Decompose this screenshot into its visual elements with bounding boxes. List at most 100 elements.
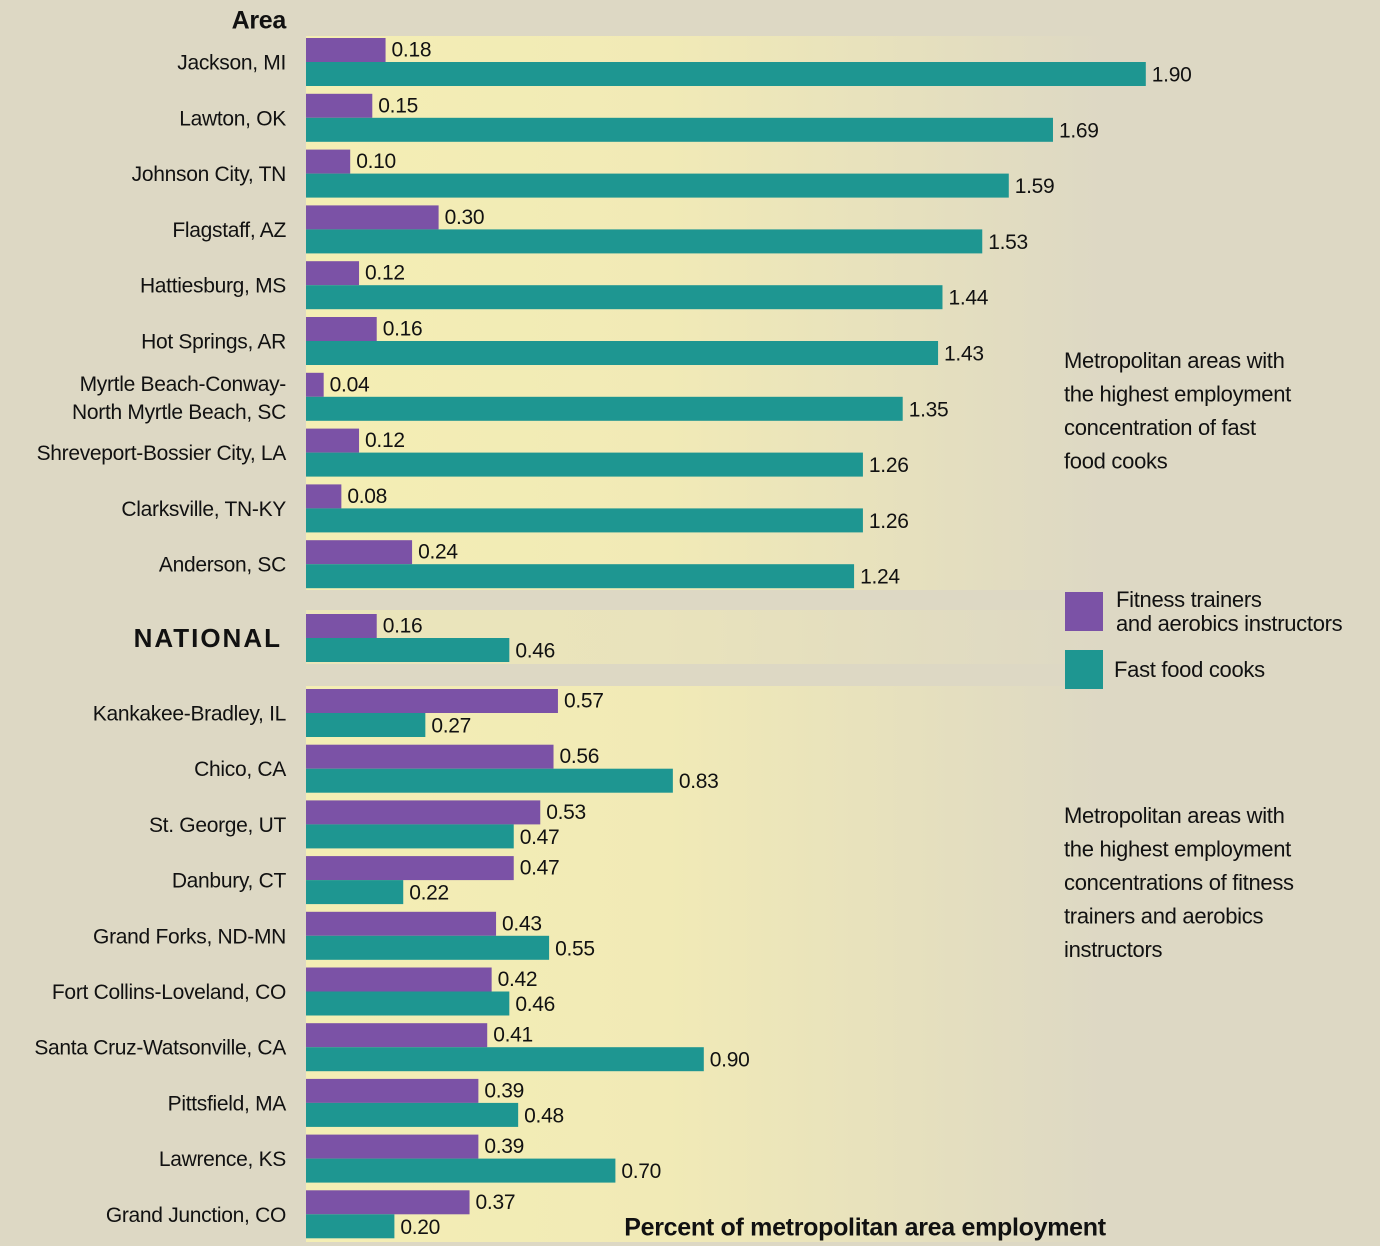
x-axis-label: Percent of metropolitan area employment bbox=[624, 1214, 1106, 1242]
axis-title: Area bbox=[232, 7, 288, 35]
bar bbox=[306, 484, 342, 509]
value-label: 1.26 bbox=[869, 454, 909, 477]
bar bbox=[306, 614, 377, 638]
value-label: 0.70 bbox=[621, 1160, 661, 1183]
bar bbox=[306, 285, 943, 310]
value-label: 1.53 bbox=[988, 231, 1028, 254]
value-label: 0.48 bbox=[524, 1104, 564, 1127]
category-label: Grand Junction, CO bbox=[106, 1204, 286, 1227]
bar bbox=[306, 800, 541, 825]
bar bbox=[306, 824, 514, 849]
bar bbox=[306, 856, 514, 881]
category-label: Lawton, OK bbox=[179, 107, 286, 130]
bar bbox=[306, 638, 510, 662]
category-label: St. George, UT bbox=[149, 814, 286, 837]
value-label: 0.53 bbox=[546, 801, 586, 824]
value-label: 0.39 bbox=[484, 1135, 524, 1158]
category-label: NATIONAL bbox=[134, 623, 282, 653]
bar bbox=[306, 991, 510, 1016]
value-label: 0.56 bbox=[560, 745, 600, 768]
annotation: Metropolitan areas with the highest emplo… bbox=[1064, 803, 1294, 962]
bar bbox=[306, 341, 939, 365]
bar bbox=[306, 1047, 704, 1072]
value-label: 0.27 bbox=[431, 715, 471, 738]
bar bbox=[306, 967, 492, 992]
category-label: Lawrence, KS bbox=[159, 1148, 286, 1171]
bar bbox=[306, 880, 404, 905]
category-label: Jackson, MI bbox=[177, 52, 286, 75]
bar bbox=[306, 173, 1009, 198]
bar bbox=[306, 372, 324, 397]
bar bbox=[306, 1214, 395, 1239]
category-label: Kankakee-Bradley, IL bbox=[93, 703, 286, 726]
bar bbox=[306, 1102, 519, 1127]
value-label: 1.69 bbox=[1059, 119, 1099, 142]
value-label: 0.43 bbox=[502, 912, 542, 935]
bar bbox=[306, 117, 1053, 142]
legend-label: Fitness trainers and aerobics instructors bbox=[1116, 587, 1343, 636]
value-label: 0.24 bbox=[418, 541, 458, 564]
legend-swatch bbox=[1065, 592, 1103, 631]
value-label: 0.18 bbox=[392, 39, 432, 62]
bar bbox=[306, 229, 983, 254]
bar bbox=[306, 1134, 479, 1159]
category-label: Hattiesburg, MS bbox=[140, 275, 286, 298]
value-label: 1.44 bbox=[948, 287, 988, 310]
value-label: 1.26 bbox=[869, 510, 909, 533]
category-label: Clarksville, TN-KY bbox=[121, 498, 286, 521]
bar bbox=[306, 540, 413, 565]
bar bbox=[306, 911, 497, 936]
bar bbox=[306, 38, 386, 62]
category-label: Myrtle Beach-Conway-North Myrtle Beach, … bbox=[72, 372, 286, 423]
value-label: 0.08 bbox=[347, 485, 387, 508]
bar bbox=[306, 1190, 470, 1215]
value-label: 0.47 bbox=[520, 826, 560, 849]
value-label: 0.10 bbox=[356, 150, 396, 173]
legend-swatch bbox=[1065, 650, 1103, 689]
value-label: 0.12 bbox=[365, 429, 405, 452]
value-label: 0.15 bbox=[378, 94, 418, 117]
value-label: 0.20 bbox=[400, 1216, 440, 1239]
value-label: 0.90 bbox=[710, 1049, 750, 1072]
value-label: 0.46 bbox=[515, 993, 555, 1016]
value-label: 0.46 bbox=[515, 640, 555, 663]
bar bbox=[306, 1158, 616, 1183]
bar bbox=[306, 689, 558, 713]
bar bbox=[306, 396, 903, 421]
category-label: Grand Forks, ND-MN bbox=[93, 925, 286, 948]
value-label: 0.22 bbox=[409, 882, 449, 905]
value-label: 1.59 bbox=[1015, 175, 1055, 198]
annotation: Metropolitan areas with the highest emplo… bbox=[1064, 348, 1291, 474]
category-label: Pittsfield, MA bbox=[168, 1092, 287, 1115]
category-label: Anderson, SC bbox=[159, 554, 286, 577]
bar bbox=[306, 508, 863, 533]
bar bbox=[306, 93, 373, 118]
bar bbox=[306, 1023, 488, 1048]
value-label: 1.35 bbox=[909, 398, 949, 421]
value-label: 0.37 bbox=[476, 1191, 516, 1214]
bar bbox=[306, 1078, 479, 1103]
bar bbox=[306, 744, 554, 769]
bar bbox=[306, 713, 426, 737]
value-label: 0.83 bbox=[679, 770, 719, 793]
value-label: 0.30 bbox=[445, 206, 485, 229]
bar bbox=[306, 149, 351, 174]
bar bbox=[306, 452, 863, 477]
value-label: 0.47 bbox=[520, 857, 560, 880]
category-label: Santa Cruz-Watsonville, CA bbox=[34, 1037, 286, 1060]
value-label: 0.04 bbox=[330, 373, 370, 396]
bar bbox=[306, 935, 550, 960]
value-label: 0.39 bbox=[484, 1079, 524, 1102]
value-label: 1.90 bbox=[1152, 64, 1192, 87]
category-label: Hot Springs, AR bbox=[141, 331, 286, 354]
legend-label: Fast food cooks bbox=[1114, 657, 1265, 682]
category-label: Johnson City, TN bbox=[132, 163, 286, 186]
category-label: Danbury, CT bbox=[172, 870, 287, 893]
bar bbox=[306, 205, 439, 230]
bar bbox=[306, 261, 360, 286]
value-label: 0.41 bbox=[493, 1024, 533, 1047]
bar bbox=[306, 62, 1146, 86]
value-label: 0.57 bbox=[564, 690, 604, 713]
category-label: Fort Collins-Loveland, CO bbox=[52, 981, 286, 1004]
